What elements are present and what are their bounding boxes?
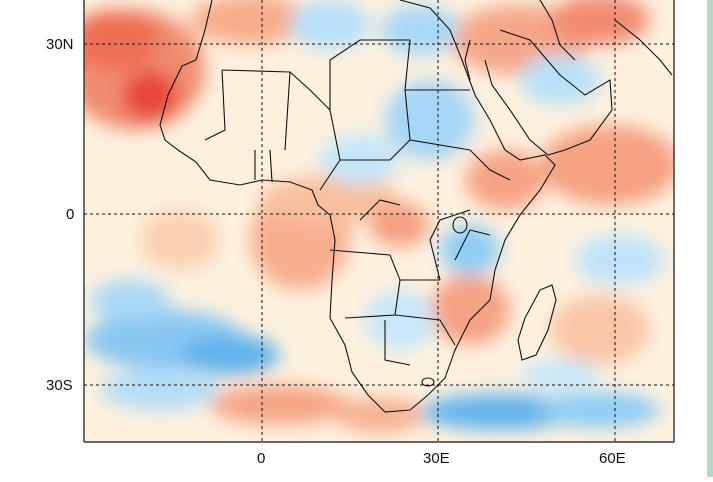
coastlines bbox=[159, 0, 673, 413]
lon-label-0: 0 bbox=[257, 450, 266, 467]
lat-label-30s: 30S bbox=[46, 377, 73, 394]
lon-label-60e: 60E bbox=[599, 450, 626, 467]
lon-label-30e: 30E bbox=[423, 450, 450, 467]
window-edge bbox=[707, 0, 713, 477]
graticule bbox=[84, 0, 674, 442]
lat-label-30n: 30N bbox=[46, 36, 74, 53]
plot-frame bbox=[83, 0, 675, 443]
lat-label-equator: 0 bbox=[66, 206, 75, 223]
anomaly-field bbox=[84, 0, 674, 442]
